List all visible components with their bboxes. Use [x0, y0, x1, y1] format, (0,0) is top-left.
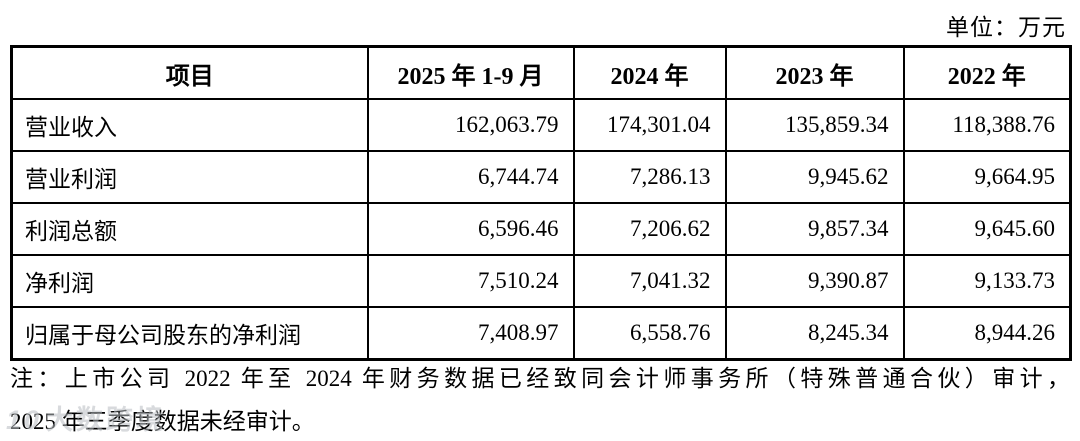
cell-value: 135,859.34	[724, 98, 905, 152]
table-row-operating-profit: 营业利润 6,744.74 7,286.13 9,945.62 9,664.95	[10, 150, 1072, 204]
table-header-row: 项目 2025 年 1-9 月 2024 年 2023 年 2022 年	[10, 45, 1072, 100]
row-label: 净利润	[10, 254, 369, 308]
cell-value: 8,944.26	[902, 306, 1072, 361]
row-label: 营业利润	[10, 150, 369, 204]
header-item: 项目	[10, 45, 369, 100]
cell-value: 9,645.60	[902, 202, 1072, 256]
unit-label: 单位：万元	[946, 15, 1066, 40]
cell-value: 9,664.95	[902, 150, 1072, 204]
cell-value: 7,408.97	[366, 306, 575, 361]
cell-value: 9,945.62	[724, 150, 905, 204]
cell-value: 9,857.34	[724, 202, 905, 256]
audit-note-line-2: 2025 年三季度数据未经审计。	[10, 409, 315, 434]
table-row-net-profit: 净利润 7,510.24 7,041.32 9,390.87 9,133.73	[10, 254, 1072, 308]
cell-value: 6,744.74	[366, 150, 575, 204]
table-row-operating-revenue: 营业收入 162,063.79 174,301.04 135,859.34 11…	[10, 98, 1072, 152]
cell-value: 7,041.32	[572, 254, 727, 308]
cell-value: 7,286.13	[572, 150, 727, 204]
header-2025-1-9: 2025 年 1-9 月	[366, 45, 575, 100]
header-2024: 2024 年	[572, 45, 727, 100]
header-2023: 2023 年	[724, 45, 905, 100]
cell-value: 118,388.76	[902, 98, 1072, 152]
cell-value: 174,301.04	[572, 98, 727, 152]
cell-value: 7,510.24	[366, 254, 575, 308]
row-label: 利润总额	[10, 202, 369, 256]
cell-value: 9,390.87	[724, 254, 905, 308]
cell-value: 7,206.62	[572, 202, 727, 256]
cell-value: 9,133.73	[902, 254, 1072, 308]
cell-value: 6,596.46	[366, 202, 575, 256]
audit-note-line-1: 注：上市公司 2022 年至 2024 年财务数据已经致同会计师事务所（特殊普通…	[10, 366, 1070, 391]
financial-data-table: 项目 2025 年 1-9 月 2024 年 2023 年 2022 年 营业收…	[10, 45, 1072, 361]
row-label: 营业收入	[10, 98, 369, 152]
header-2022: 2022 年	[902, 45, 1072, 100]
audit-note: 注：上市公司 2022 年至 2024 年财务数据已经致同会计师事务所（特殊普通…	[10, 357, 1070, 441]
table-row-net-profit-attributable-to-parent: 归属于母公司股东的净利润 7,408.97 6,558.76 8,245.34 …	[10, 306, 1072, 361]
row-label: 归属于母公司股东的净利润	[10, 306, 369, 361]
cell-value: 8,245.34	[724, 306, 905, 361]
cell-value: 162,063.79	[366, 98, 575, 152]
cell-value: 6,558.76	[572, 306, 727, 361]
table-row-total-profit: 利润总额 6,596.46 7,206.62 9,857.34 9,645.60	[10, 202, 1072, 256]
